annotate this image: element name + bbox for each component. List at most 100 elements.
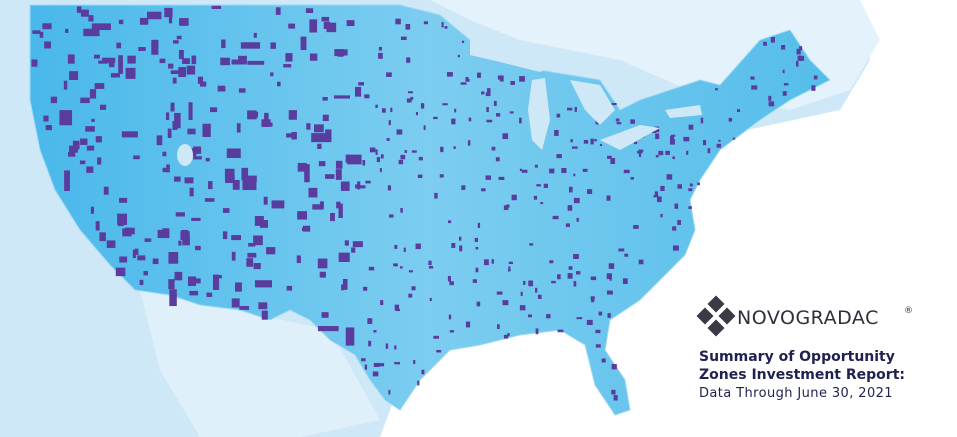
zone (208, 181, 213, 190)
logo-name: NOVOGRADAC (737, 307, 879, 329)
zone (623, 169, 630, 174)
zone (565, 223, 570, 227)
zone (770, 36, 775, 43)
zone (718, 139, 721, 142)
zone (318, 161, 326, 167)
zone (79, 160, 86, 165)
zone (573, 197, 580, 204)
zone (305, 8, 314, 14)
zone (359, 185, 366, 189)
zone (467, 140, 471, 146)
zone (688, 188, 693, 192)
zone (449, 330, 455, 333)
zone (214, 275, 222, 279)
zone (394, 345, 397, 350)
zone (187, 128, 196, 135)
zone (225, 174, 235, 183)
zone (191, 217, 201, 221)
zone (535, 328, 539, 335)
zone (417, 380, 420, 386)
zone (481, 91, 485, 95)
zone (683, 136, 690, 142)
zone (405, 23, 411, 30)
zone (378, 46, 382, 51)
zone (254, 111, 259, 118)
zone (509, 111, 514, 114)
zone (95, 136, 102, 143)
zone (94, 83, 105, 89)
zone (415, 243, 421, 250)
zone (345, 327, 355, 346)
zone (523, 280, 526, 285)
zone (557, 274, 561, 280)
zone (493, 100, 497, 106)
zone (508, 266, 511, 269)
zone (660, 185, 665, 192)
zone (162, 151, 167, 157)
zone (411, 150, 417, 153)
zone (543, 183, 548, 188)
zone (477, 72, 481, 78)
zone (80, 97, 90, 104)
zone (485, 92, 491, 97)
zone (423, 21, 428, 25)
zone (342, 278, 348, 290)
zone (358, 82, 365, 86)
zone (508, 268, 511, 272)
zone (388, 214, 394, 218)
zone (697, 182, 700, 186)
zone (253, 32, 257, 38)
zone (378, 363, 385, 367)
zone (447, 220, 452, 224)
zone (451, 118, 456, 125)
zone (388, 389, 391, 395)
zone (138, 47, 146, 51)
zone (394, 244, 398, 249)
zone (410, 96, 414, 100)
zone (666, 174, 673, 180)
zone (137, 255, 146, 261)
zone (94, 54, 100, 59)
zone (168, 14, 173, 24)
zone (406, 98, 412, 103)
zone (355, 184, 360, 189)
zone (436, 349, 442, 353)
zone (672, 156, 676, 160)
zone (168, 251, 179, 264)
zone (400, 36, 407, 40)
zone (519, 76, 525, 82)
zone (132, 249, 136, 259)
zone (189, 187, 194, 197)
zone (354, 86, 362, 97)
zone (811, 85, 816, 91)
zone (624, 253, 629, 257)
zone (379, 168, 382, 173)
zone (238, 88, 246, 93)
zone (67, 54, 75, 64)
zone (63, 80, 68, 90)
zone (368, 266, 375, 271)
zone (395, 18, 401, 25)
zone (703, 139, 707, 146)
zone (528, 314, 533, 318)
zone (763, 41, 767, 46)
zone (688, 124, 694, 130)
zone (595, 329, 601, 334)
zone (270, 72, 274, 77)
zone (175, 212, 185, 217)
lake-ontario (665, 105, 702, 118)
zone (595, 344, 601, 348)
zone (376, 157, 381, 163)
zone (674, 203, 679, 209)
zone (481, 188, 486, 192)
zone (312, 204, 324, 210)
zone (448, 314, 452, 320)
zone (309, 19, 318, 33)
zone (715, 88, 718, 91)
zone (486, 119, 493, 123)
zone (85, 126, 95, 132)
zone (297, 162, 307, 172)
zone (302, 225, 311, 232)
zone (63, 118, 69, 123)
lake-erie (600, 125, 660, 150)
